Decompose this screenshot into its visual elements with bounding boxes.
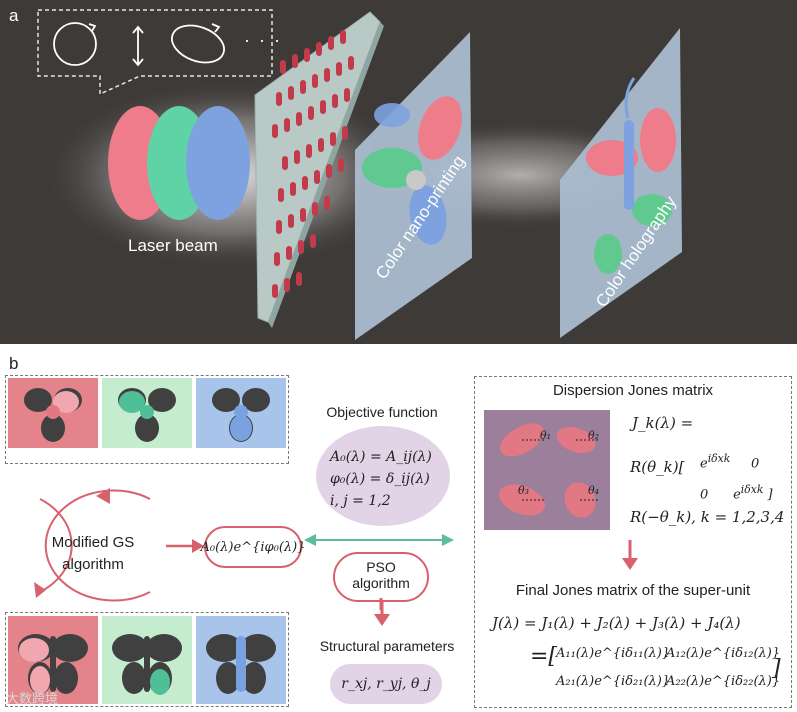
amp-phase-node: A₀(λ)e^{iφ₀(λ)} xyxy=(201,526,305,568)
theta-4-label: θ₄ xyxy=(588,484,600,497)
pso-line1: PSO xyxy=(366,559,396,575)
theta-3-label: θ₃ xyxy=(518,484,530,497)
arrow-to-structural xyxy=(374,600,390,626)
laser-blue-ellipse xyxy=(186,106,250,220)
pso-node: PSO algorithm xyxy=(333,552,429,602)
holography-screen xyxy=(560,28,682,338)
butterfly-tile-green xyxy=(102,616,192,704)
watermark: 大数跨境 xyxy=(6,692,59,707)
structural-eq: r_xj, r_yj, θ_j xyxy=(341,676,431,692)
nano-pillars xyxy=(272,30,354,298)
flower-tile-green xyxy=(102,378,192,448)
structural-bubble: r_xj, r_yj, θ_j xyxy=(330,664,442,704)
objective-eq3: i, j = 1,2 xyxy=(330,493,391,509)
arrow-to-final xyxy=(622,540,638,570)
gs-loop-arrow-left xyxy=(39,498,73,593)
gs-algorithm-line2: algorithm xyxy=(62,556,124,573)
dispersion-title: Dispersion Jones matrix xyxy=(552,382,714,399)
final-title: Final Jones matrix of the super-unit xyxy=(515,582,751,599)
panel-a-illustration: a · · · Laser beam Color nano-printing C… xyxy=(0,0,797,344)
super-unit-cell: θ₁ θ₂ θ₃ θ₄ xyxy=(484,410,610,530)
jk-line3: R(−θ_k), k = 1,2,3,4 xyxy=(630,508,785,526)
gs-algorithm-label: Modified GS algorithm xyxy=(38,532,148,576)
nano-printing-flower xyxy=(362,96,462,245)
objective-bubble xyxy=(316,426,450,526)
theta-1-label: θ₁ xyxy=(540,429,552,442)
holography-butterfly xyxy=(586,77,676,274)
final-matrix-open: =[ xyxy=(530,644,558,669)
circular-polarization-icon xyxy=(53,22,97,66)
amp-phase-eq: A₀(λ)e^{iφ₀(λ)} xyxy=(200,539,306,555)
structural-title: Structural parameters xyxy=(319,638,455,654)
panel-a-label: a xyxy=(9,6,19,25)
final-eq1: J(λ) = J₁(λ) + J₂(λ) + J₃(λ) + J₄(λ) xyxy=(492,614,741,632)
panel-b-label: b xyxy=(9,354,19,373)
jones-matrix-box xyxy=(474,376,792,708)
final-matrix-close: ] xyxy=(772,656,781,681)
objective-eq1: A₀(λ) = A_ij(λ) xyxy=(330,449,432,465)
bidirectional-arrow-right xyxy=(442,534,454,546)
polarization-ellipsis: · · · xyxy=(244,30,282,50)
final-eq5: A₂₂(λ)e^{iδ₂₂(λ)} xyxy=(666,674,781,689)
butterfly-tiles-box xyxy=(5,612,289,707)
final-eq2: A₁₁(λ)e^{iδ₁₁(λ)} xyxy=(556,646,671,661)
objective-equations: A₀(λ) = A_ij(λ) φ₀(λ) = δ_ij(λ) i, j = 1… xyxy=(330,446,432,512)
theta-2-label: θ₂ xyxy=(588,429,600,442)
flower-tile-blue xyxy=(196,378,286,448)
jk-line1: J_k(λ) = xyxy=(632,414,694,432)
panel-a-svg xyxy=(37,9,700,340)
flower-tiles-box xyxy=(5,375,289,464)
final-eq3: A₁₂(λ)e^{iδ₁₂(λ)} xyxy=(666,646,781,661)
objective-title: Objective function xyxy=(326,404,438,420)
laser-beam-label: Laser beam xyxy=(128,236,218,255)
butterfly-tile-red xyxy=(8,616,98,704)
elliptical-polarization-icon xyxy=(171,24,225,64)
butterfly-tile-blue xyxy=(196,616,286,704)
arrow-to-amp-phase xyxy=(192,539,204,553)
pso-line2: algorithm xyxy=(352,575,410,591)
gs-algorithm-line1: Modified GS xyxy=(51,534,135,551)
circular-arrow-icon xyxy=(88,23,97,32)
polarization-inset xyxy=(37,9,273,96)
final-eq4: A₂₁(λ)e^{iδ₂₁(λ)} xyxy=(556,674,671,689)
flower-tile-red xyxy=(8,378,98,448)
objective-eq2: φ₀(λ) = δ_ij(λ) xyxy=(330,471,430,487)
panel-b-flow-arrows xyxy=(34,488,454,610)
jk-line2: R(θ_k)[ xyxy=(630,458,685,476)
bidirectional-arrow-left xyxy=(304,534,316,546)
